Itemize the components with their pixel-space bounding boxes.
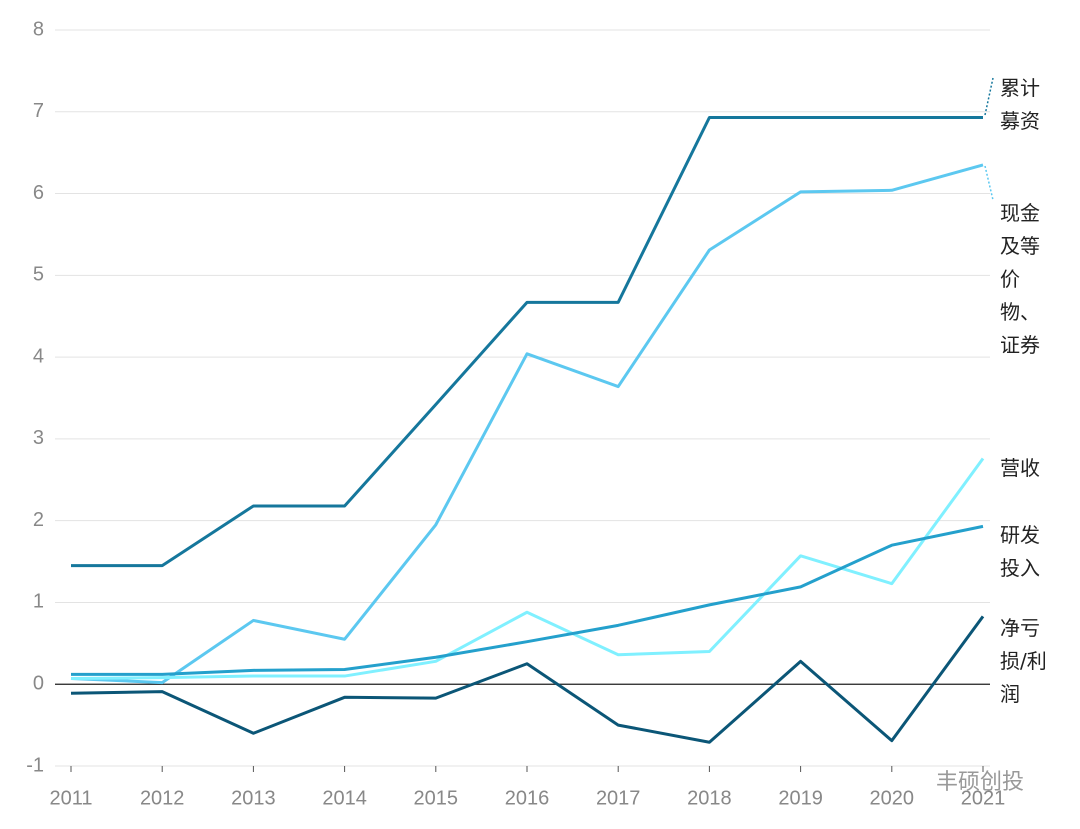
series-line — [71, 116, 983, 568]
series-label: 营收 — [1000, 456, 1040, 480]
series-label: 研发投入 — [1000, 523, 1040, 580]
x-tick-label: 2015 — [414, 787, 459, 809]
leader — [984, 77, 994, 116]
y-tick-label: 1 — [33, 591, 44, 613]
series-label: 净亏损/利润 — [1000, 616, 1047, 706]
y-tick-label: -1 — [26, 754, 44, 776]
y-tick-label: 0 — [33, 673, 44, 695]
y-tick-label: 2 — [33, 509, 44, 531]
x-tick-label: 2019 — [778, 787, 823, 809]
series-line — [70, 457, 985, 680]
y-tick-label: 5 — [33, 264, 44, 286]
y-tick-label: 4 — [33, 345, 44, 367]
series-label: 现金及等价物、证券 — [1000, 201, 1040, 357]
series-line — [70, 615, 985, 744]
watermark: 丰硕创投 — [936, 770, 1025, 795]
x-tick-label: 2011 — [49, 787, 92, 809]
y-tick-label: 3 — [33, 427, 44, 449]
x-tick-label: 2017 — [596, 787, 641, 809]
x-tick-label: 2016 — [505, 787, 550, 809]
series-label: 累计募资 — [1000, 76, 1040, 133]
y-tick-label: 6 — [33, 182, 44, 204]
x-tick-label: 2012 — [140, 787, 185, 809]
x-tick-label: 2014 — [322, 787, 367, 809]
series-line — [71, 524, 984, 676]
x-tick-label: 2021 — [961, 787, 1006, 809]
series-line — [70, 163, 984, 685]
y-tick-label: 8 — [33, 18, 44, 40]
x-tick-label: 2020 — [870, 787, 915, 809]
leader — [984, 165, 994, 201]
x-tick-label: 2013 — [231, 787, 276, 809]
x-tick-label: 2018 — [687, 787, 732, 809]
y-tick-label: 7 — [33, 100, 44, 122]
